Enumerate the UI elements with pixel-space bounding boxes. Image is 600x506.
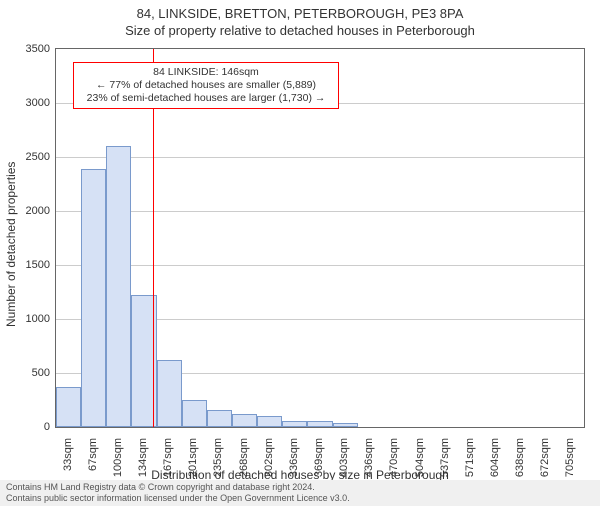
ytick-label: 2000 [10,205,50,217]
ytick-label: 500 [10,367,50,379]
xtick-label: 302sqm [263,438,275,488]
y-axis-label: Number of detached properties [4,162,18,327]
xtick-label: 436sqm [363,438,375,488]
xtick-label: 504sqm [414,438,426,488]
xtick-label: 537sqm [439,438,451,488]
xtick-label: 235sqm [212,438,224,488]
annotation-line2: ← 77% of detached houses are smaller (5,… [80,79,332,92]
xtick-label: 638sqm [514,438,526,488]
histogram-bar [333,423,358,427]
xtick-label: 470sqm [388,438,400,488]
xtick-label: 100sqm [112,438,124,488]
histogram-bar [157,360,182,427]
gridline [56,265,584,266]
annotation-line1: 84 LINKSIDE: 146sqm [80,66,332,79]
histogram-bar [257,416,282,427]
ytick-label: 2500 [10,151,50,163]
histogram-bar [81,169,106,427]
ytick-label: 3500 [10,43,50,55]
xtick-label: 268sqm [238,438,250,488]
ytick-label: 1000 [10,313,50,325]
histogram-bar [282,421,307,427]
histogram-bar [56,387,81,427]
xtick-label: 403sqm [338,438,350,488]
histogram-bar [106,146,131,427]
xtick-label: 672sqm [539,438,551,488]
xtick-label: 604sqm [489,438,501,488]
histogram-bar [232,414,257,427]
ytick-label: 1500 [10,259,50,271]
xtick-label: 369sqm [313,438,325,488]
xtick-label: 571sqm [464,438,476,488]
xtick-label: 33sqm [62,438,74,488]
ytick-label: 0 [10,421,50,433]
xtick-label: 167sqm [162,438,174,488]
histogram-bar [207,410,232,427]
chart-title-address: 84, LINKSIDE, BRETTON, PETERBOROUGH, PE3… [0,6,600,21]
footer-line2: Contains public sector information licen… [6,493,594,504]
xtick-label: 201sqm [187,438,199,488]
xtick-label: 67sqm [87,438,99,488]
xtick-label: 705sqm [564,438,576,488]
gridline [56,211,584,212]
ytick-label: 3000 [10,97,50,109]
annotation-box: 84 LINKSIDE: 146sqm ← 77% of detached ho… [73,62,339,109]
xtick-label: 134sqm [137,438,149,488]
chart-subtitle: Size of property relative to detached ho… [0,23,600,38]
xtick-label: 336sqm [288,438,300,488]
histogram-bar [182,400,207,427]
annotation-line3: 23% of semi-detached houses are larger (… [80,92,332,105]
histogram-bar [307,421,332,427]
gridline [56,157,584,158]
